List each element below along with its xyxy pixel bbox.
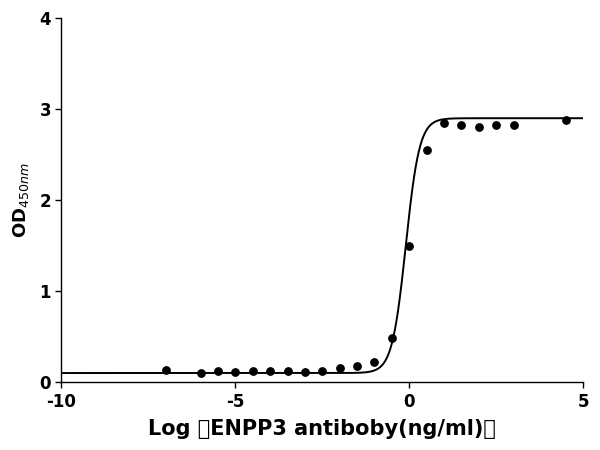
Point [561, 117, 571, 124]
X-axis label: Log （ENPP3 antiboby(ng/ml)）: Log （ENPP3 antiboby(ng/ml)） [148, 419, 496, 439]
Point [213, 368, 223, 375]
Point [352, 362, 362, 369]
Point [300, 369, 310, 376]
Point [196, 369, 205, 377]
Point [265, 368, 275, 375]
Point [248, 368, 257, 375]
Point [509, 121, 518, 128]
Point [457, 122, 466, 129]
Point [439, 119, 449, 126]
Point [474, 124, 484, 131]
Point [335, 365, 344, 372]
Y-axis label: OD$_{450nm}$: OD$_{450nm}$ [11, 162, 31, 238]
Point [404, 242, 414, 249]
Point [230, 369, 240, 376]
Point [161, 367, 170, 374]
Point [491, 122, 501, 129]
Point [422, 146, 431, 153]
Point [283, 368, 292, 375]
Point [370, 359, 379, 366]
Point [387, 335, 397, 342]
Point [317, 368, 327, 375]
